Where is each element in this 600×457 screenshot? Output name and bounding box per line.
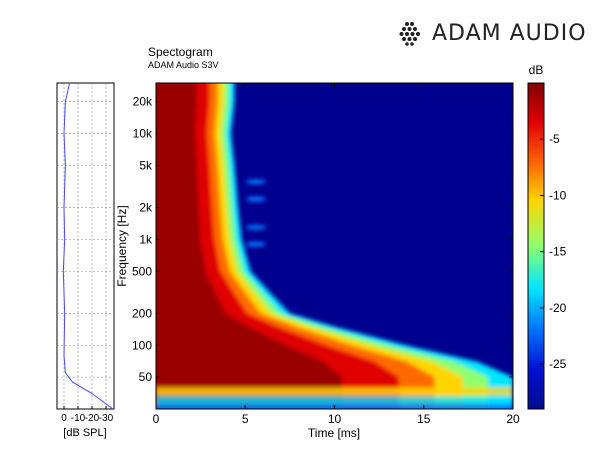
chart-subtitle: ADAM Audio S3V xyxy=(148,60,219,70)
low-band-cyan xyxy=(156,396,513,407)
y-tick-label-5: 2k xyxy=(139,201,153,215)
response-frame xyxy=(56,82,115,410)
y-tick-label-0: 50 xyxy=(139,370,153,384)
colorbar-gradient xyxy=(527,82,545,410)
y-tick-label-1: 100 xyxy=(132,338,152,352)
brand-name: ADAM AUDIO xyxy=(432,20,587,46)
colorbar-tick-label-1: -10 xyxy=(549,188,567,202)
response-tick-label-0: 0 xyxy=(61,413,67,424)
brand-logo: ADAM AUDIO xyxy=(398,18,587,48)
response-tick-label-3: -30 xyxy=(99,413,114,424)
dotted-hexagon-logo-icon xyxy=(399,22,420,46)
x-axis: 0 5 10 15 20 xyxy=(153,83,520,426)
y-tick-label-8: 20k xyxy=(133,95,153,109)
resonance-streak-1 xyxy=(245,241,266,247)
response-line xyxy=(62,82,114,410)
x-axis-label: Time [ms] xyxy=(308,426,360,440)
x-tick-label-3: 15 xyxy=(417,412,431,426)
response-x-label: [dB SPL] xyxy=(63,427,106,439)
x-tick-label-0: 0 xyxy=(153,412,160,426)
decay-level-6 xyxy=(156,83,342,409)
low-band-transition xyxy=(156,387,513,396)
resonance-streak-4 xyxy=(245,179,266,185)
response-tick-label-1: -10 xyxy=(71,413,86,424)
colorbar-tick-label-0: -5 xyxy=(549,132,560,146)
colorbar: dB -5 -10 -15 -20 -25 xyxy=(527,63,567,410)
resonance-streak-2 xyxy=(245,224,266,230)
resonance-streak-3 xyxy=(245,196,266,202)
colorbar-tick-label-3: -20 xyxy=(549,301,567,315)
y-axis: 50 100 200 500 1k 2k 5k 10k 20k xyxy=(132,95,513,384)
y-tick-label-6: 5k xyxy=(139,158,153,172)
y-tick-label-2: 200 xyxy=(132,306,152,320)
chart-title: Spectogram xyxy=(148,45,213,59)
colorbar-tick-label-4: -25 xyxy=(549,357,567,371)
response-tick-label-2: -20 xyxy=(85,413,100,424)
frequency-response-panel: 0 -10 -20 -30 [dB SPL] xyxy=(56,82,115,439)
x-tick-label-2: 10 xyxy=(328,412,342,426)
colorbar-tick-label-2: -15 xyxy=(549,245,567,259)
x-tick-label-1: 5 xyxy=(242,412,249,426)
y-tick-label-7: 10k xyxy=(133,127,153,141)
y-tick-label-4: 1k xyxy=(139,232,153,246)
colorbar-label: dB xyxy=(529,63,544,77)
spectrogram-plot: 0 5 10 15 20 50 100 200 500 1k 2k 5k 10k 20k Time [m… xyxy=(115,82,520,440)
y-tick-label-3: 500 xyxy=(132,264,152,278)
y-axis-label: Frequency [Hz] xyxy=(115,205,129,286)
x-tick-label-4: 20 xyxy=(506,412,520,426)
